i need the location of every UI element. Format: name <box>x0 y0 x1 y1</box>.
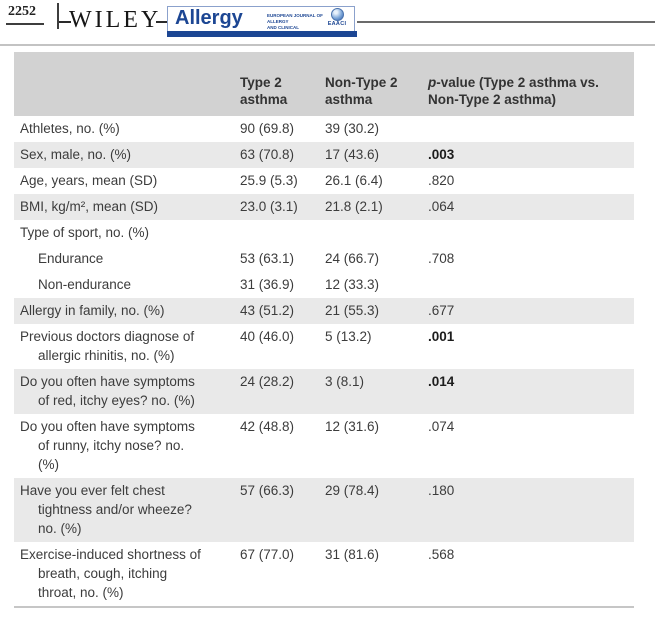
p-value: .677 <box>428 303 455 318</box>
row-label: Do you often have symptoms of runny, itc… <box>20 419 195 472</box>
table-body: Athletes, no. (%) 90 (69.8) 39 (30.2) Se… <box>14 116 634 606</box>
row-label: Have you ever felt chest tightness and/o… <box>20 483 192 536</box>
header-separator-rule <box>0 44 655 46</box>
table-row: Endurance 53 (63.1) 24 (66.7) .708 <box>14 246 634 272</box>
header-vertical-rule <box>57 3 59 29</box>
eaaci-logo: EAACI <box>324 8 350 27</box>
p-value: .074 <box>428 419 455 434</box>
column-header-p-value: p-value (Type 2 asthma vs. Non-Type 2 as… <box>428 75 634 108</box>
table-header-row: Type 2 asthma Non-Type 2 asthma p-value … <box>14 52 634 116</box>
type2-value: 53 (63.1) <box>240 251 295 266</box>
table-row: Non-endurance 31 (36.9) 12 (33.3) <box>14 272 634 298</box>
type2-value: 31 (36.9) <box>240 277 295 292</box>
journal-page-header: 2252 WILEY Allergy EUROPEAN JOURNAL OF A… <box>0 0 655 46</box>
p-value <box>428 223 634 242</box>
row-label: Non-endurance <box>38 277 132 292</box>
journal-logo-bar <box>167 31 357 37</box>
journal-subtitle-line1: EUROPEAN JOURNAL OF ALLERGY <box>267 13 323 24</box>
type2-value: 25.9 (5.3) <box>240 173 298 188</box>
row-label: Exercise-induced shortness of breath, co… <box>20 547 201 600</box>
table-row: Age, years, mean (SD) 25.9 (5.3) 26.1 (6… <box>14 168 634 194</box>
table-row: Sex, male, no. (%) 63 (70.8) 17 (43.6) .… <box>14 142 634 168</box>
p-value-italic-p: p <box>428 75 437 90</box>
non-type2-value <box>325 223 428 242</box>
row-label: Endurance <box>38 251 104 266</box>
table-row: Have you ever felt chest tightness and/o… <box>14 478 634 542</box>
journal-name: Allergy <box>175 7 243 29</box>
table-row: Do you often have symptoms of runny, itc… <box>14 414 634 478</box>
header-horizontal-rule <box>357 21 655 23</box>
row-label: Previous doctors diagnose of allergic rh… <box>20 329 195 363</box>
non-type2-value: 21.8 (2.1) <box>325 199 383 214</box>
eaaci-label: EAACI <box>327 21 347 27</box>
table-row: Allergy in family, no. (%) 43 (51.2) 21 … <box>14 298 634 324</box>
non-type2-value: 31 (81.6) <box>325 547 380 562</box>
p-value <box>428 119 634 138</box>
p-value: .180 <box>428 483 455 498</box>
non-type2-value: 3 (8.1) <box>325 374 365 389</box>
row-label: Type of sport, no. (%) <box>20 225 150 240</box>
row-label: Sex, male, no. (%) <box>20 147 132 162</box>
type2-value: 57 (66.3) <box>240 483 295 498</box>
non-type2-value: 39 (30.2) <box>325 121 380 136</box>
type2-value <box>240 223 325 242</box>
table-row: BMI, kg/m², mean (SD) 23.0 (3.1) 21.8 (2… <box>14 194 634 220</box>
table-row: Do you often have symptoms of red, itchy… <box>14 369 634 414</box>
column-header-non-type2: Non-Type 2 asthma <box>325 75 398 107</box>
non-type2-value: 21 (55.3) <box>325 303 380 318</box>
p-value: .001 <box>428 329 455 344</box>
p-value-rest: -value <box>436 75 476 90</box>
non-type2-value: 17 (43.6) <box>325 147 380 162</box>
type2-value: 42 (48.8) <box>240 419 295 434</box>
demographics-table: Type 2 asthma Non-Type 2 asthma p-value … <box>14 52 634 608</box>
non-type2-value: 29 (78.4) <box>325 483 380 498</box>
type2-value: 24 (28.2) <box>240 374 295 389</box>
type2-value: 40 (46.0) <box>240 329 295 344</box>
non-type2-value: 5 (13.2) <box>325 329 372 344</box>
table-row: Previous doctors diagnose of allergic rh… <box>14 324 634 369</box>
journal-logo: Allergy EUROPEAN JOURNAL OF ALLERGY AND … <box>167 6 357 37</box>
type2-value: 63 (70.8) <box>240 147 295 162</box>
p-value <box>428 275 634 294</box>
publisher-wordmark: WILEY <box>69 7 162 33</box>
header-dash-left <box>59 21 71 23</box>
table-row: Athletes, no. (%) 90 (69.8) 39 (30.2) <box>14 116 634 142</box>
column-header-type2: Type 2 asthma <box>240 75 288 107</box>
table-row: Type of sport, no. (%) <box>14 220 634 246</box>
row-label: Do you often have symptoms of red, itchy… <box>20 374 195 408</box>
non-type2-value: 26.1 (6.4) <box>325 173 383 188</box>
non-type2-value: 12 (31.6) <box>325 419 380 434</box>
type2-value: 23.0 (3.1) <box>240 199 298 214</box>
p-value: .003 <box>428 147 455 162</box>
p-value: .708 <box>428 251 455 266</box>
globe-icon <box>330 8 344 21</box>
row-label: Athletes, no. (%) <box>20 121 120 136</box>
non-type2-value: 12 (33.3) <box>325 277 380 292</box>
p-value: .568 <box>428 547 455 562</box>
page-number: 2252 <box>6 4 44 25</box>
p-value: .820 <box>428 173 455 188</box>
row-label: Age, years, mean (SD) <box>20 173 158 188</box>
p-value: .014 <box>428 374 455 389</box>
header-dash-right <box>156 21 168 23</box>
table-row: Exercise-induced shortness of breath, co… <box>14 542 634 606</box>
type2-value: 43 (51.2) <box>240 303 295 318</box>
non-type2-value: 24 (66.7) <box>325 251 380 266</box>
row-label: BMI, kg/m², mean (SD) <box>20 199 159 214</box>
row-label: Allergy in family, no. (%) <box>20 303 165 318</box>
p-value: .064 <box>428 199 455 214</box>
type2-value: 90 (69.8) <box>240 121 295 136</box>
type2-value: 67 (77.0) <box>240 547 295 562</box>
p-value-subtitle: (Type 2 asthma vs. Non-Type 2 asthma) <box>428 75 599 107</box>
